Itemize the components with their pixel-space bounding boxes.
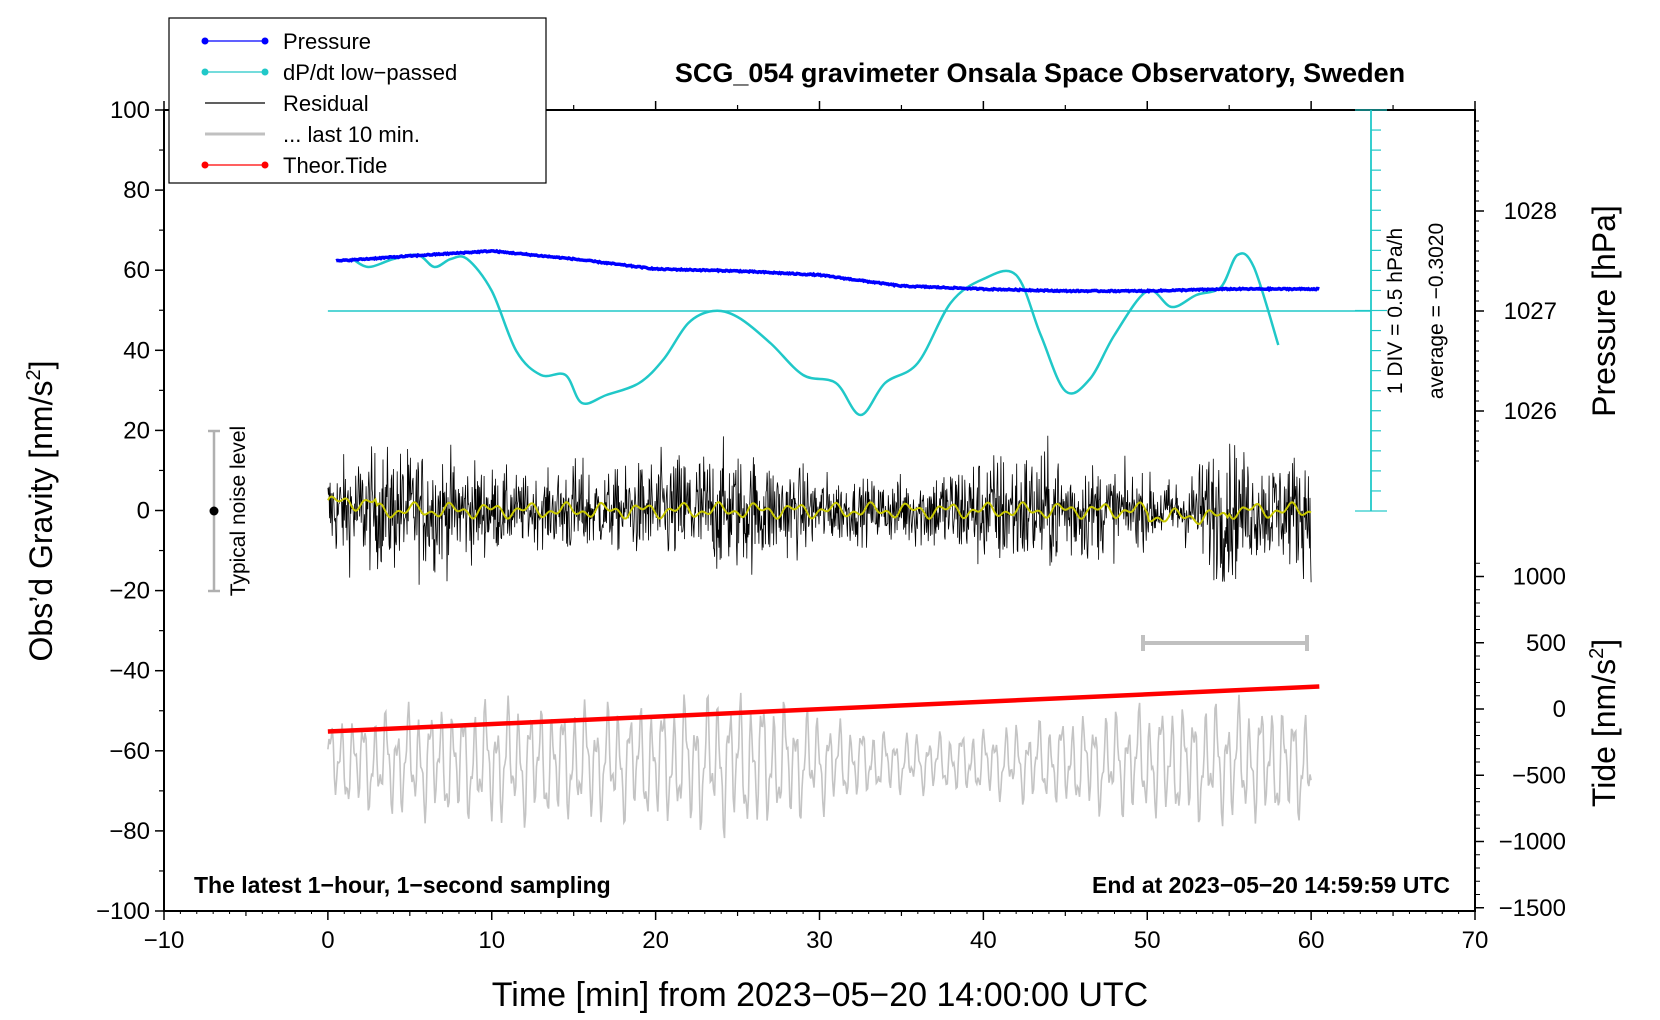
legend-marker-left [201,161,209,169]
gravity-tick-label: 40 [123,337,150,364]
legend-box [168,17,547,184]
tide-series-group [327,684,1320,734]
legend-label: Pressure [283,29,371,54]
dpdt-average-label: average = −0.3020 [1425,223,1448,399]
legend-item: Residual [205,91,369,116]
gravity-axis: 100 80 60 40 20 0 −20 −40 −60 −80 −100 [96,97,164,925]
dpdt-series-line [351,252,1280,417]
legend-item: Theor.Tide [201,153,387,178]
residual-smoothed-line [327,495,1312,526]
residual-series-line [327,435,1312,585]
gravity-axis-label-main: Obs’d Gravity [nm/s [23,381,59,662]
tide-axis-label-main: Tide [nm/s [1586,659,1622,807]
gravity-axis-label-end: ] [23,361,59,370]
gravity-tick-label: 0 [137,498,150,525]
legend-label: Residual [283,91,369,116]
tide-tick-label: −500 [1512,762,1566,789]
legend-item: dP/dt low−passed [201,60,457,85]
legend-marker-left [201,37,209,45]
chart-title: SCG_054 gravimeter Onsala Space Observat… [675,58,1405,88]
tide-tick-label: 1000 [1513,564,1566,591]
pressure-tick-label: 1026 [1504,398,1557,425]
dpdt-div-label: 1 DIV = 0.5 hPa/h [1384,228,1407,394]
gravity-axis-label: Obs’d Gravity [nm/s2] [23,361,59,662]
x-axis: −10 0 10 20 30 40 50 60 70 [144,101,1489,954]
last10-range-bar [1141,635,1309,651]
legend: Pressure dP/dt low−passed Residual ... last… [168,17,547,184]
tide-axis-label: Tide [nm/s2] [1586,639,1622,807]
noise-level-marker [208,429,220,593]
legend-item: Pressure [201,29,371,54]
end-time-note: End at 2023−05−20 14:59:59 UTC [1092,872,1450,898]
x-tick-label: 40 [970,927,997,954]
tide-axis: 1000 500 0 −500 −1000 −1500 [1475,562,1566,922]
x-tick-label: −10 [144,927,185,954]
residual-series-group [327,435,1312,585]
legend-marker-left [201,68,209,76]
pressure-series-line [335,248,1320,294]
pressure-axis: 1028 1027 1026 [1475,120,1557,462]
tide-series-line [327,684,1320,734]
legend-marker-right [261,161,269,169]
legend-marker-right [261,37,269,45]
gravity-tick-label: −60 [109,738,150,765]
tide-axis-label-sup: 2 [1586,648,1608,659]
dpdt-scale-ruler [1355,109,1387,512]
sampling-note: The latest 1−hour, 1−second sampling [194,872,611,898]
tide-tick-label: −1000 [1499,829,1566,856]
gravity-tick-label: 80 [123,177,150,204]
residual-smoothed-group [327,495,1312,526]
pressure-tick-label: 1027 [1504,298,1557,325]
x-tick-label: 0 [321,927,334,954]
gravity-tick-label: −40 [109,658,150,685]
last10-series-group [327,692,1312,839]
noise-level-label: Typical noise level [227,426,250,596]
tide-tick-label: −1500 [1499,895,1566,922]
x-axis-label: Time [min] from 2023−05−20 14:00:00 UTC [492,976,1148,1014]
legend-label: ... last 10 min. [283,122,420,147]
x-tick-label: 20 [642,927,669,954]
tide-axis-label-end: ] [1586,639,1622,648]
gravity-tick-label: 20 [123,417,150,444]
gravity-tick-label: −80 [109,818,150,845]
legend-label: dP/dt low−passed [283,60,457,85]
legend-marker-right [261,68,269,76]
gravity-tick-label: −100 [96,898,150,925]
gravity-axis-label-sup: 2 [23,369,45,380]
legend-label: Theor.Tide [283,153,387,178]
gravity-tick-label: −20 [109,578,150,605]
pressure-tick-label: 1028 [1504,198,1557,225]
tide-tick-label: 0 [1553,696,1566,723]
tide-tick-label: 500 [1526,630,1566,657]
gravity-tick-label: 100 [110,97,150,124]
pressure-series-group [335,248,1320,294]
gravity-tick-label: 60 [123,257,150,284]
x-tick-label: 10 [478,927,505,954]
legend-item: ... last 10 min. [205,122,420,147]
x-tick-label: 30 [806,927,833,954]
pressure-axis-label: Pressure [hPa] [1586,205,1622,417]
x-tick-label: 50 [1134,927,1161,954]
x-tick-label: 70 [1462,927,1489,954]
x-tick-label: 60 [1298,927,1325,954]
last10-series-line [327,692,1312,839]
